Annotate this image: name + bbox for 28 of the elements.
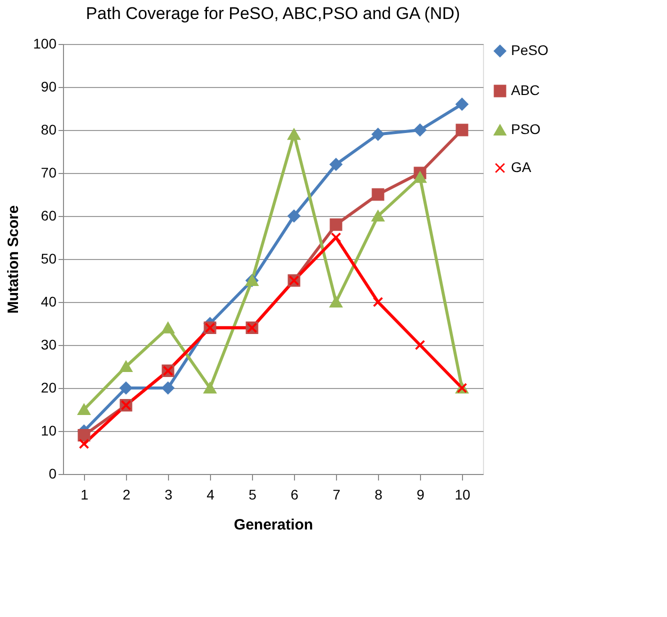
y-tick-label: 60 (40, 208, 57, 224)
x-axis-title: Generation (234, 516, 314, 534)
x-tick-label: 6 (290, 486, 299, 502)
y-tick-label: 90 (40, 78, 57, 94)
x-tick-label: 7 (332, 486, 341, 502)
y-tick-label: 80 (40, 122, 57, 138)
x-tick-label: 5 (248, 486, 257, 502)
legend-label: PSO (511, 121, 541, 137)
x-tick-label: 9 (416, 486, 425, 502)
x-tick-label: 2 (122, 486, 131, 502)
y-tick-label: 40 (40, 294, 57, 310)
x-tick-label: 4 (206, 486, 215, 502)
y-tick-label: 0 (48, 466, 57, 482)
x-tick-label: 3 (164, 486, 173, 502)
y-axis-title: Mutation Score (5, 205, 22, 314)
y-tick-label: 100 (33, 36, 57, 52)
x-tick-label: 8 (374, 486, 383, 502)
legend-label: GA (511, 159, 532, 175)
y-tick-label: 50 (40, 250, 57, 266)
chart-title: Path Coverage for PeSO, ABC,PSO and GA (ND) (86, 4, 460, 23)
y-tick-label: 30 (40, 336, 57, 352)
legend-label: ABC (511, 82, 540, 98)
legend-label: PeSO (511, 42, 548, 58)
x-tick-label: 10 (454, 486, 470, 502)
y-tick-label: 10 (40, 422, 57, 438)
y-tick-label: 20 (40, 380, 57, 396)
y-tick-label: 70 (40, 164, 57, 180)
x-tick-label: 1 (80, 486, 89, 502)
